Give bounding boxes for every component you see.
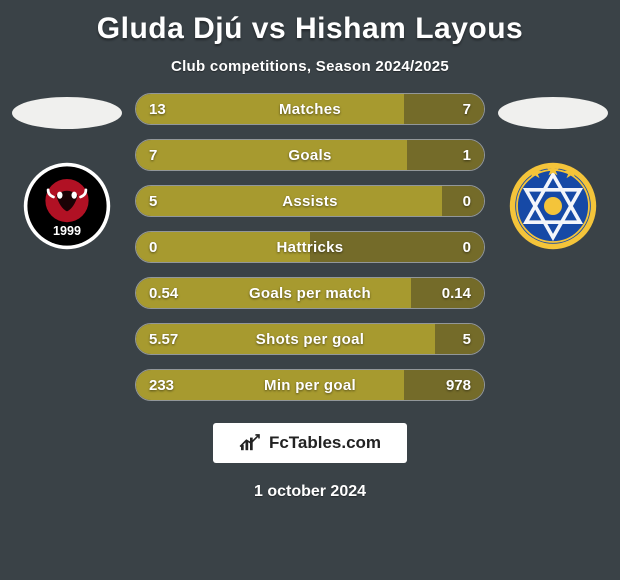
stat-bar-left-fill xyxy=(136,140,407,170)
stat-bar-left-fill xyxy=(136,232,310,262)
crest-left-icon: 1999 xyxy=(22,161,112,251)
brand-box: FcTables.com xyxy=(213,423,407,463)
stat-bar-left-fill xyxy=(136,186,442,216)
stat-row: Assists50 xyxy=(135,185,485,217)
page-subtitle: Club competitions, Season 2024/2025 xyxy=(171,58,449,75)
team-crest-right xyxy=(508,161,598,251)
main-row: 1999 Matches137 Goals71 Assists50 Hattricks… xyxy=(0,93,620,401)
svg-text:1999: 1999 xyxy=(53,224,81,238)
stat-bar-left-fill xyxy=(136,370,404,400)
player-ellipse-right xyxy=(498,97,608,129)
stat-bar-track xyxy=(135,185,485,217)
stat-bar-right-fill xyxy=(310,232,484,262)
stat-bar-right-fill xyxy=(442,186,484,216)
stat-bar-left-fill xyxy=(136,278,411,308)
stat-bar-track xyxy=(135,369,485,401)
stat-bar-left-fill xyxy=(136,94,404,124)
stat-row: Goals per match0.540.14 xyxy=(135,277,485,309)
team-crest-left: 1999 xyxy=(22,161,112,251)
stat-bar-right-fill xyxy=(404,94,484,124)
stat-row: Shots per goal5.575 xyxy=(135,323,485,355)
stat-row: Matches137 xyxy=(135,93,485,125)
chart-icon xyxy=(239,434,261,452)
player-ellipse-left xyxy=(12,97,122,129)
stat-row: Min per goal233978 xyxy=(135,369,485,401)
stat-bar-right-fill xyxy=(411,278,484,308)
right-side xyxy=(493,93,613,401)
stat-bar-track xyxy=(135,139,485,171)
date-label: 1 october 2024 xyxy=(254,483,366,501)
stat-bar-track xyxy=(135,277,485,309)
crest-right-icon xyxy=(508,161,598,251)
page-title: Gluda Djú vs Hisham Layous xyxy=(97,12,523,46)
stat-bars: Matches137 Goals71 Assists50 Hattricks00 Goa… xyxy=(135,93,485,401)
infographic-container: Gluda Djú vs Hisham Layous Club competit… xyxy=(0,0,620,580)
stat-bar-right-fill xyxy=(435,324,484,354)
stat-bar-track xyxy=(135,323,485,355)
stat-bar-right-fill xyxy=(404,370,484,400)
stat-row: Hattricks00 xyxy=(135,231,485,263)
stat-bar-right-fill xyxy=(407,140,484,170)
brand-label: FcTables.com xyxy=(269,433,381,453)
stat-bar-track xyxy=(135,93,485,125)
stat-bar-left-fill xyxy=(136,324,435,354)
left-side: 1999 xyxy=(7,93,127,401)
stat-bar-track xyxy=(135,231,485,263)
stat-row: Goals71 xyxy=(135,139,485,171)
